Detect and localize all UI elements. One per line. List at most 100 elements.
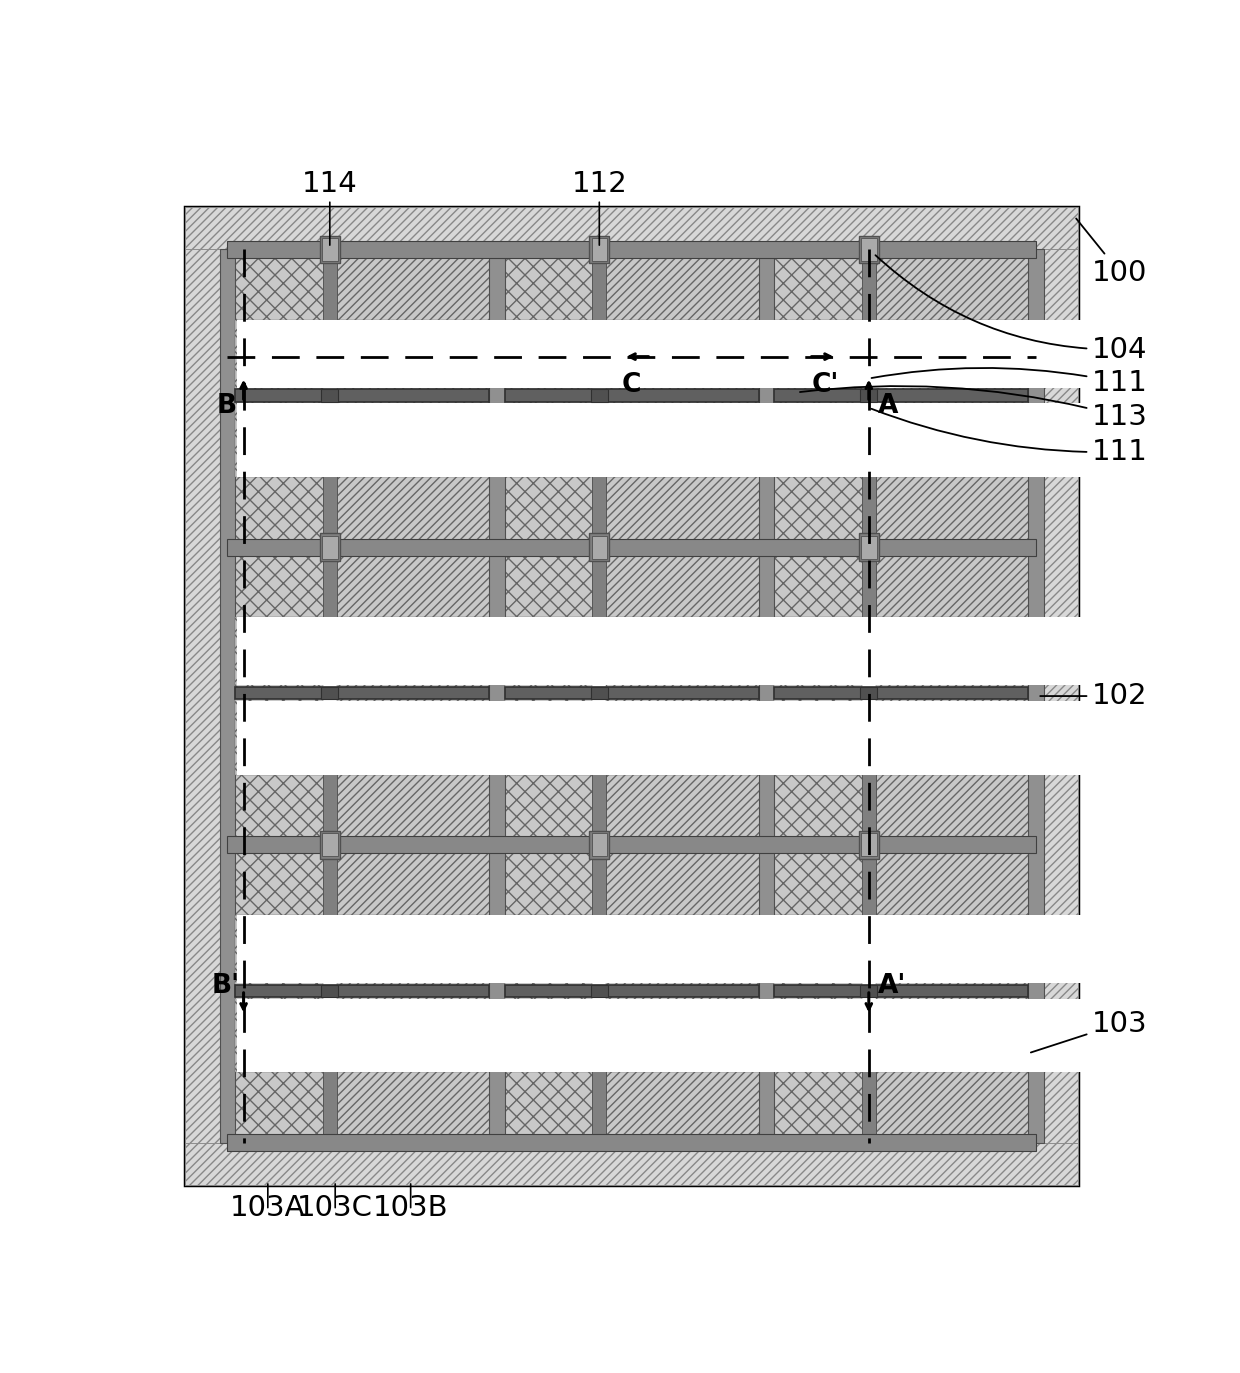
- Bar: [590, 389, 608, 401]
- Bar: [875, 320, 1028, 476]
- Bar: [774, 320, 862, 476]
- Bar: [337, 320, 490, 476]
- Bar: [606, 320, 759, 476]
- Bar: [505, 389, 759, 401]
- Bar: [590, 984, 608, 997]
- Text: A': A': [878, 973, 906, 1000]
- Bar: [322, 535, 337, 559]
- Bar: [322, 238, 337, 261]
- Bar: [774, 618, 1028, 774]
- Bar: [337, 258, 490, 538]
- Bar: [337, 854, 490, 1134]
- Bar: [862, 250, 875, 1142]
- Bar: [322, 833, 337, 857]
- Text: 102: 102: [1040, 682, 1147, 710]
- Bar: [606, 618, 759, 774]
- Text: 111: 111: [872, 409, 1148, 465]
- Bar: [505, 916, 759, 1072]
- Bar: [507, 404, 839, 476]
- Text: 103B: 103B: [373, 1193, 449, 1222]
- Bar: [185, 207, 1079, 250]
- Bar: [505, 320, 593, 476]
- Bar: [337, 556, 490, 836]
- Bar: [507, 998, 839, 1072]
- Bar: [861, 686, 877, 699]
- Bar: [875, 618, 1028, 774]
- Bar: [776, 998, 1109, 1072]
- Bar: [321, 389, 339, 401]
- Bar: [774, 258, 862, 538]
- Bar: [861, 984, 877, 997]
- Bar: [507, 320, 839, 387]
- Bar: [236, 618, 322, 774]
- Bar: [606, 916, 759, 1072]
- Bar: [505, 618, 593, 774]
- Bar: [505, 916, 593, 1072]
- Bar: [505, 984, 759, 997]
- Text: C: C: [621, 372, 641, 398]
- Bar: [875, 854, 1028, 1134]
- Bar: [776, 618, 1109, 685]
- Bar: [776, 404, 1109, 476]
- Text: 103A: 103A: [231, 1193, 305, 1222]
- Text: 103C: 103C: [298, 1193, 373, 1222]
- Bar: [859, 533, 879, 562]
- Bar: [236, 389, 490, 401]
- Bar: [236, 320, 322, 476]
- Bar: [227, 250, 1035, 1142]
- Bar: [759, 250, 774, 1142]
- Bar: [861, 535, 877, 559]
- Bar: [774, 916, 1028, 1072]
- Bar: [237, 404, 570, 476]
- Bar: [227, 836, 1035, 854]
- Bar: [321, 686, 339, 699]
- Bar: [593, 250, 606, 1142]
- Bar: [237, 916, 570, 983]
- Bar: [507, 916, 839, 983]
- Bar: [237, 700, 570, 774]
- Bar: [774, 854, 862, 1134]
- Text: 113: 113: [800, 386, 1148, 431]
- Text: B': B': [211, 973, 239, 1000]
- Bar: [337, 916, 490, 1072]
- Text: 112: 112: [572, 170, 627, 198]
- Bar: [236, 916, 322, 1072]
- Bar: [875, 916, 1028, 1072]
- Bar: [237, 618, 570, 685]
- Bar: [507, 618, 839, 685]
- Bar: [505, 258, 593, 538]
- Bar: [774, 320, 1028, 476]
- Bar: [776, 700, 1109, 774]
- Bar: [237, 998, 570, 1072]
- Text: 103: 103: [1030, 1009, 1148, 1053]
- Bar: [774, 916, 862, 1072]
- Bar: [219, 250, 236, 1142]
- Text: 111: 111: [872, 368, 1148, 397]
- Bar: [236, 916, 490, 1072]
- Bar: [236, 556, 322, 836]
- Bar: [236, 984, 490, 997]
- Text: B: B: [217, 393, 237, 419]
- Bar: [1028, 250, 1044, 1142]
- Bar: [606, 258, 759, 538]
- Bar: [185, 1142, 1079, 1185]
- Bar: [774, 556, 862, 836]
- Text: A: A: [878, 393, 899, 419]
- Bar: [859, 831, 879, 858]
- Bar: [505, 556, 593, 836]
- Bar: [185, 250, 227, 1142]
- Bar: [236, 258, 322, 538]
- Bar: [776, 320, 1109, 387]
- Bar: [606, 854, 759, 1134]
- Bar: [227, 242, 1035, 258]
- Bar: [875, 258, 1028, 538]
- Bar: [227, 538, 1035, 556]
- Text: 114: 114: [301, 170, 357, 198]
- Bar: [320, 533, 340, 562]
- Text: C': C': [812, 372, 839, 398]
- Bar: [591, 238, 608, 261]
- Bar: [589, 533, 609, 562]
- Bar: [1035, 250, 1079, 1142]
- Bar: [236, 618, 490, 774]
- Bar: [505, 686, 759, 699]
